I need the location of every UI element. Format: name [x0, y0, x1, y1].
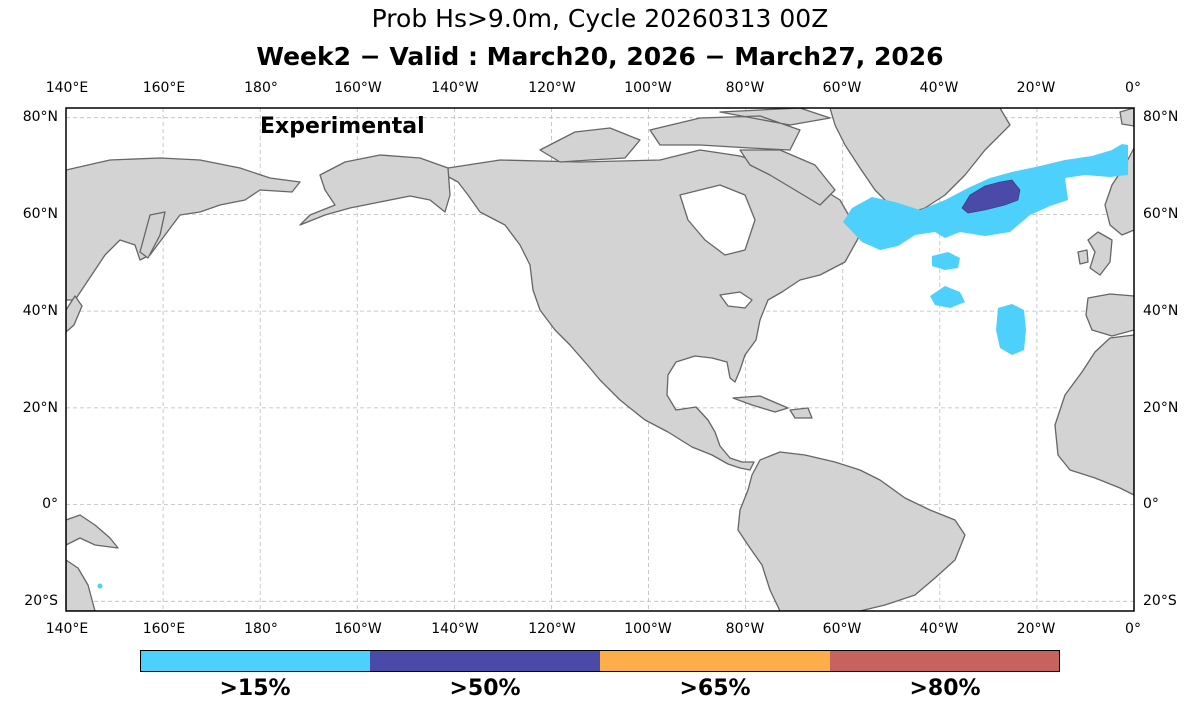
lat-tick-right: 0°: [1143, 496, 1159, 512]
lat-tick-left: 20°S: [24, 593, 58, 609]
lon-tick-bottom: 180°: [244, 621, 278, 637]
prob-region-15-35n: [996, 304, 1026, 355]
kamchatka: [139, 211, 166, 259]
colorbar-segment-80: [830, 650, 1060, 672]
lon-tick-bottom: 100°W: [624, 621, 672, 637]
lat-tick-right: 60°N: [1143, 206, 1179, 222]
colorbar-label: >80%: [909, 676, 981, 701]
canadian-arctic-islands: [539, 108, 831, 163]
colorbar-segment-65: [600, 650, 830, 672]
lon-tick-top: 160°W: [334, 80, 382, 96]
lat-tick-left: 0°: [42, 496, 58, 512]
iberia: [1085, 293, 1134, 337]
lon-tick-top: 180°: [244, 80, 278, 96]
alaska: [299, 154, 451, 226]
lon-tick-bottom: 0°: [1125, 621, 1141, 637]
hispaniola: [789, 407, 813, 419]
lon-tick-bottom: 60°W: [822, 621, 862, 637]
lon-tick-bottom: 140°E: [45, 621, 89, 637]
svalbard: [1119, 108, 1134, 127]
japan: [66, 295, 83, 333]
lon-tick-bottom: 160°E: [142, 621, 186, 637]
map-frame: [65, 107, 1135, 612]
colorbar-frame: [140, 650, 1060, 672]
lon-tick-top: 40°W: [919, 80, 959, 96]
lon-tick-top: 20°W: [1016, 80, 1056, 96]
lon-tick-top: 140°E: [45, 80, 89, 96]
prob-region-15-52n: [932, 252, 960, 270]
experimental-label: Experimental: [260, 114, 425, 139]
baffin-island: [739, 149, 836, 206]
prob-region-50-iceland: [961, 179, 1021, 214]
africa: [1054, 334, 1134, 496]
lon-tick-top: 160°E: [142, 80, 186, 96]
lat-tick-left: 40°N: [22, 303, 58, 319]
lat-tick-left: 80°N: [22, 109, 58, 125]
lat-tick-left: 60°N: [22, 206, 58, 222]
lat-tick-right: 80°N: [1143, 109, 1179, 125]
lat-tick-right: 20°S: [1143, 593, 1177, 609]
lon-tick-top: 140°W: [431, 80, 479, 96]
lon-tick-bottom: 40°W: [919, 621, 959, 637]
asia-northeast: [66, 157, 301, 301]
prob-region-15-south-pacific: [97, 583, 103, 589]
colorbar-label: >50%: [449, 676, 521, 701]
north-america: [444, 149, 861, 471]
map-subtitle: Week2 − Valid : March20, 2026 − March27,…: [256, 42, 944, 71]
cuba: [732, 395, 789, 413]
lon-tick-bottom: 120°W: [528, 621, 576, 637]
lon-tick-bottom: 140°W: [431, 621, 479, 637]
lat-tick-left: 20°N: [22, 400, 58, 416]
probability-layer: [97, 144, 1128, 589]
british-isles: [1077, 231, 1113, 276]
australia: [66, 559, 96, 611]
lon-tick-bottom: 80°W: [725, 621, 765, 637]
lon-tick-top: 0°: [1125, 80, 1141, 96]
colorbar-segment-15: [140, 650, 370, 672]
lat-tick-right: 40°N: [1143, 303, 1179, 319]
map-title: Prob Hs>9.0m, Cycle 20260313 00Z: [371, 4, 829, 33]
new-guinea: [66, 514, 119, 549]
hudson-bay: [679, 184, 756, 256]
colorbar-label: >15%: [219, 676, 291, 701]
lon-tick-top: 80°W: [725, 80, 765, 96]
prob-region-15-43n: [930, 286, 965, 308]
lon-tick-top: 60°W: [822, 80, 862, 96]
colorbar-label: >65%: [679, 676, 751, 701]
south-america: [737, 451, 966, 611]
great-lakes: [719, 291, 753, 309]
lon-tick-top: 100°W: [624, 80, 672, 96]
colorbar-segment-50: [370, 650, 600, 672]
lon-tick-bottom: 20°W: [1016, 621, 1056, 637]
land-layer: [66, 108, 1134, 611]
lon-tick-top: 120°W: [528, 80, 576, 96]
lat-tick-right: 20°N: [1143, 400, 1179, 416]
lon-tick-bottom: 160°W: [334, 621, 382, 637]
